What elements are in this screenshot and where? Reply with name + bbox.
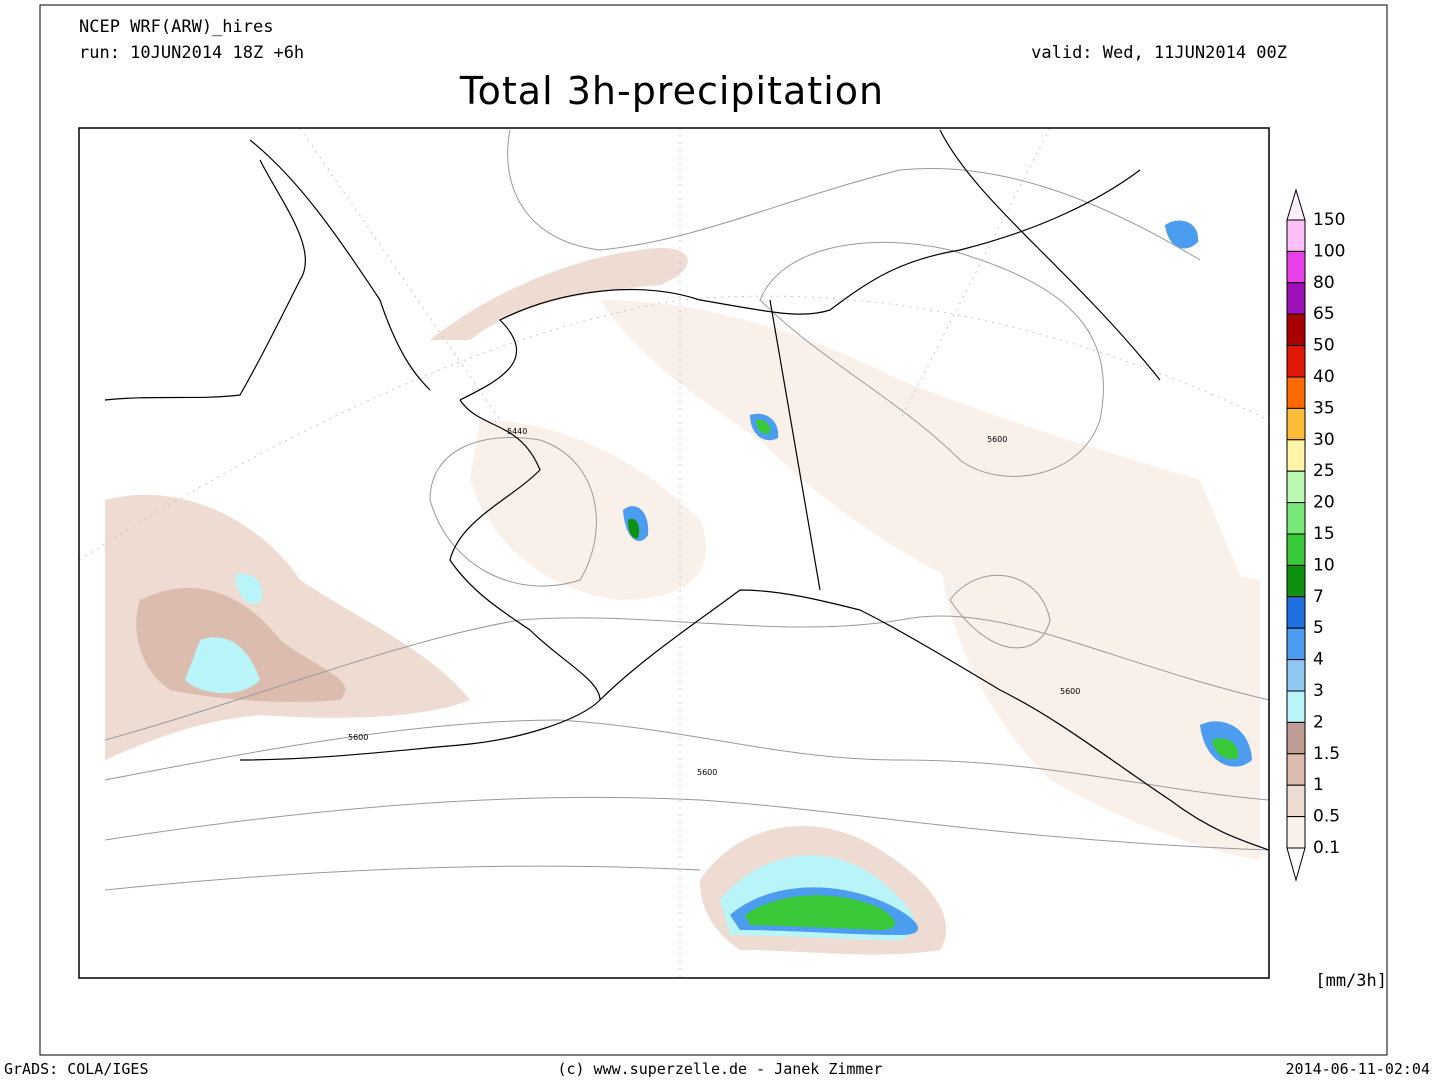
colorbar-label: 15 (1313, 524, 1335, 544)
colorbar-label: 7 (1313, 587, 1324, 607)
contour-label: 5600 (697, 768, 717, 777)
colorbar-label: 2 (1313, 712, 1324, 732)
colorbar-box (1286, 502, 1306, 535)
colorbar-label: 100 (1313, 241, 1345, 261)
colorbar-label: 50 (1313, 336, 1335, 356)
colorbar-box (1286, 690, 1306, 723)
colorbar-label: 20 (1313, 493, 1335, 513)
footer-center: (c) www.superzelle.de - Janek Zimmer (557, 1060, 882, 1078)
coastlines (104, 129, 1269, 851)
colorbar-label: 10 (1313, 555, 1335, 575)
colorbar-box (1286, 470, 1306, 504)
map-title: Total 3h-precipitation (459, 69, 884, 113)
colorbar-label: 0.5 (1313, 807, 1340, 827)
colorbar-box (1286, 219, 1306, 252)
graticule (79, 128, 1269, 978)
colorbar-label: 1 (1313, 775, 1324, 795)
colorbar-box (1286, 721, 1306, 755)
colorbar-label: 65 (1313, 304, 1335, 324)
colorbar-label: 1.5 (1313, 744, 1340, 764)
contour-label: 5600 (987, 435, 1007, 444)
colorbar-box (1286, 250, 1306, 284)
map-frame (78, 127, 1270, 979)
colorbar-label: 150 (1313, 210, 1345, 230)
colorbar-box (1286, 627, 1306, 661)
contour-label: 5600 (1060, 687, 1080, 696)
colorbar-label: 5 (1313, 618, 1324, 638)
colorbar-box (1286, 439, 1306, 472)
model-name: NCEP WRF(ARW)_hires (79, 17, 273, 37)
precipitation (105, 220, 1260, 955)
colorbar-box (1286, 533, 1306, 566)
colorbar-label: 40 (1313, 367, 1335, 387)
colorbar-cap (1286, 847, 1306, 882)
colorbar-label: 3 (1313, 681, 1324, 701)
colorbar-box (1286, 282, 1306, 315)
colorbar-label: 4 (1313, 650, 1324, 670)
colorbar-cap (1286, 188, 1306, 221)
colorbar-box (1286, 376, 1306, 409)
run-time: run: 10JUN2014 18Z +6h (79, 43, 304, 63)
colorbar-box (1286, 753, 1306, 786)
colorbar-label: 35 (1313, 398, 1335, 418)
colorbar-box (1286, 816, 1306, 849)
colorbar-box (1286, 407, 1306, 441)
footer-right: 2014-06-11-02:04 (1286, 1060, 1431, 1078)
colorbar-box (1286, 784, 1306, 818)
colorbar-unit: [mm/3h] (1315, 971, 1387, 991)
colorbar-label: 80 (1313, 273, 1335, 293)
colorbar-box (1286, 596, 1306, 629)
colorbar-label: 25 (1313, 461, 1335, 481)
colorbar-label: 30 (1313, 430, 1335, 450)
height-contours (104, 129, 1269, 891)
colorbar-box (1286, 564, 1306, 598)
colorbar-label: 0.1 (1313, 838, 1340, 858)
outer-frame (39, 4, 1388, 1056)
colorbar: 150 100 80 65 50 40 35 30 25 20 15 10 7 5 4 3 2 1.5 1 0.5 0.… (1286, 188, 1345, 882)
map: 5440 5600 5600 5600 5600 (79, 128, 1269, 978)
contour-label: 5600 (348, 733, 368, 742)
valid-time: valid: Wed, 11JUN2014 00Z (1031, 43, 1287, 63)
footer-left: GrADS: COLA/IGES (4, 1060, 149, 1078)
colorbar-box (1286, 345, 1306, 378)
colorbar-box (1286, 659, 1306, 692)
contour-labels: 5440 5600 5600 5600 5600 (348, 427, 1080, 777)
colorbar-box (1286, 313, 1306, 347)
contour-label: 5440 (507, 427, 527, 436)
